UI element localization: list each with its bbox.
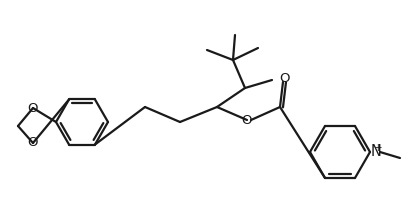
Text: O: O: [242, 113, 252, 126]
Text: +: +: [374, 143, 382, 153]
Text: N: N: [371, 144, 382, 159]
Text: O: O: [279, 71, 290, 85]
Text: O: O: [27, 137, 37, 150]
Text: O: O: [27, 101, 37, 114]
